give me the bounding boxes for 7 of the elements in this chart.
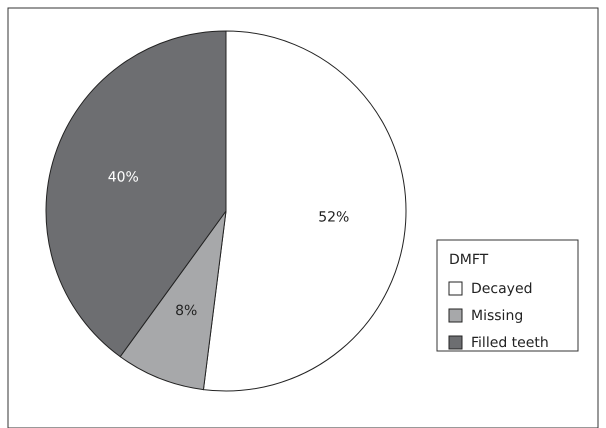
data-label: 8% <box>175 303 198 320</box>
legend-label: Filled teeth <box>471 335 549 351</box>
legend-label: Decayed <box>471 281 532 297</box>
legend-title: DMFT <box>449 252 489 268</box>
data-label: 40% <box>108 169 139 186</box>
legend-label: Missing <box>471 308 524 324</box>
data-label: 52% <box>318 210 350 226</box>
